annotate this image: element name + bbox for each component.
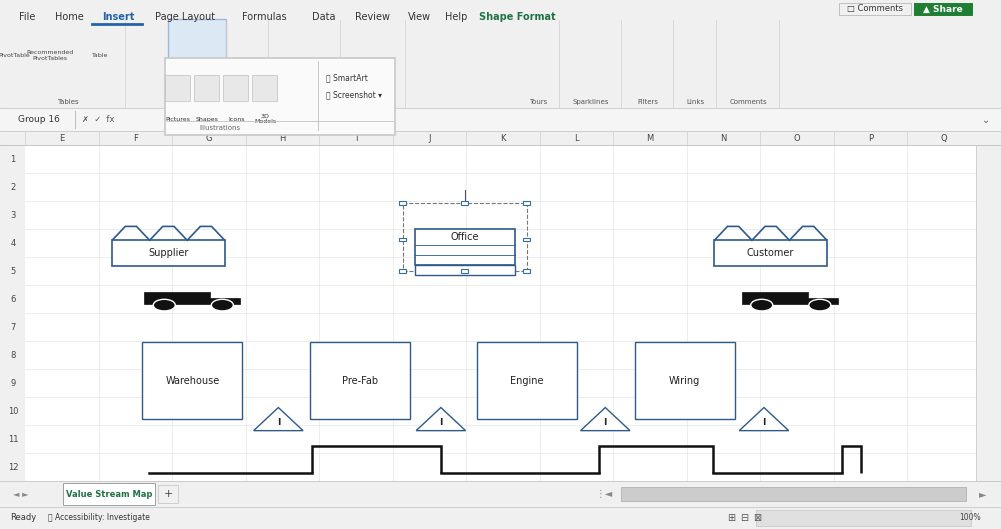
Text: Shape Format: Shape Format <box>478 13 556 22</box>
FancyBboxPatch shape <box>0 507 1001 529</box>
Text: ◄ ►: ◄ ► <box>13 489 29 499</box>
FancyBboxPatch shape <box>524 201 531 205</box>
Polygon shape <box>142 342 242 419</box>
Text: 🖼 Screenshot ▾: 🖼 Screenshot ▾ <box>326 90 382 100</box>
Text: 100%: 100% <box>959 513 981 523</box>
Text: Illustrations: Illustrations <box>176 99 218 105</box>
Polygon shape <box>253 407 303 431</box>
Text: Supplier: Supplier <box>148 249 188 258</box>
Text: □ Comments: □ Comments <box>847 4 903 14</box>
FancyBboxPatch shape <box>168 19 226 107</box>
FancyBboxPatch shape <box>63 483 155 505</box>
Text: 5: 5 <box>10 267 16 276</box>
FancyBboxPatch shape <box>0 0 1001 108</box>
Text: File: File <box>19 13 35 22</box>
Text: Page Layout: Page Layout <box>155 13 215 22</box>
FancyBboxPatch shape <box>0 131 25 481</box>
FancyBboxPatch shape <box>399 201 406 205</box>
Polygon shape <box>715 240 827 266</box>
Text: 7: 7 <box>10 323 16 332</box>
Text: ⊠: ⊠ <box>753 513 761 523</box>
Text: ▲ Share: ▲ Share <box>923 4 963 14</box>
Text: Home: Home <box>55 13 83 22</box>
FancyBboxPatch shape <box>839 3 911 15</box>
Polygon shape <box>416 407 465 431</box>
Text: Ready: Ready <box>10 513 36 523</box>
FancyBboxPatch shape <box>165 58 395 135</box>
Text: Tours: Tours <box>530 99 548 105</box>
Text: Icons: Icons <box>228 116 244 122</box>
Text: O: O <box>794 133 801 143</box>
FancyBboxPatch shape <box>524 269 531 273</box>
Circle shape <box>809 299 831 311</box>
FancyBboxPatch shape <box>399 238 406 241</box>
Text: M: M <box>647 133 654 143</box>
Text: N: N <box>721 133 727 143</box>
Text: Customer: Customer <box>747 249 795 258</box>
Text: 9: 9 <box>10 379 16 388</box>
FancyBboxPatch shape <box>976 145 1001 481</box>
Text: Wiring: Wiring <box>669 376 701 386</box>
Text: G: G <box>205 133 212 143</box>
Text: Help: Help <box>445 13 467 22</box>
Text: 🛡 Accessibility: Investigate: 🛡 Accessibility: Investigate <box>48 513 150 523</box>
FancyBboxPatch shape <box>461 201 468 205</box>
Polygon shape <box>112 240 224 266</box>
Text: I: I <box>354 133 357 143</box>
Text: Value Stream Map: Value Stream Map <box>66 489 152 499</box>
Text: Tables: Tables <box>57 99 78 105</box>
Text: PivotTable: PivotTable <box>0 53 30 58</box>
Circle shape <box>751 299 773 311</box>
Text: I: I <box>439 418 442 427</box>
Text: Review: Review <box>355 13 389 22</box>
Polygon shape <box>414 264 515 275</box>
Text: I: I <box>276 418 280 427</box>
Text: P: P <box>868 133 873 143</box>
Text: Office: Office <box>450 232 479 242</box>
Text: 12: 12 <box>8 463 18 472</box>
Text: Recommended
Charts: Recommended Charts <box>279 96 331 108</box>
Text: Sparklines: Sparklines <box>573 99 609 105</box>
FancyBboxPatch shape <box>223 75 248 101</box>
Text: Links: Links <box>687 99 705 105</box>
Text: Data: Data <box>311 13 335 22</box>
Text: ⬛ SmartArt: ⬛ SmartArt <box>326 73 368 83</box>
Polygon shape <box>309 342 409 419</box>
Text: 8: 8 <box>10 351 16 360</box>
Text: +: + <box>163 489 173 499</box>
Text: 3D
Models: 3D Models <box>254 114 276 124</box>
FancyBboxPatch shape <box>25 145 981 481</box>
Text: 6: 6 <box>10 295 16 304</box>
Text: ⊞: ⊞ <box>727 513 735 523</box>
Text: 2: 2 <box>10 183 16 192</box>
Text: 4: 4 <box>10 239 16 248</box>
Text: Pictures: Pictures <box>166 116 190 122</box>
Text: Filters: Filters <box>638 99 658 105</box>
Text: Recommended
PivotTables: Recommended PivotTables <box>26 50 74 61</box>
Text: Formulas: Formulas <box>242 13 286 22</box>
Text: 10: 10 <box>8 407 18 416</box>
Text: ⌄: ⌄ <box>982 115 990 124</box>
Text: Group 16: Group 16 <box>18 115 60 124</box>
Text: Q: Q <box>941 133 948 143</box>
Text: 3: 3 <box>10 211 16 220</box>
Text: Table: Table <box>92 53 108 58</box>
Text: 1: 1 <box>10 155 16 164</box>
Text: Comments: Comments <box>730 99 768 105</box>
Polygon shape <box>414 230 515 264</box>
Text: Engine: Engine <box>511 376 544 386</box>
FancyBboxPatch shape <box>399 269 406 273</box>
Polygon shape <box>742 292 838 304</box>
FancyBboxPatch shape <box>158 485 178 503</box>
Text: L: L <box>575 133 579 143</box>
FancyBboxPatch shape <box>0 481 1001 507</box>
Text: Insert: Insert <box>102 13 134 22</box>
Text: ⊟: ⊟ <box>740 513 748 523</box>
Text: ►: ► <box>979 489 986 499</box>
Text: I: I <box>604 418 607 427</box>
Text: J: J <box>428 133 430 143</box>
Text: View: View <box>407 13 431 22</box>
Polygon shape <box>144 292 240 304</box>
Text: E: E <box>59 133 64 143</box>
